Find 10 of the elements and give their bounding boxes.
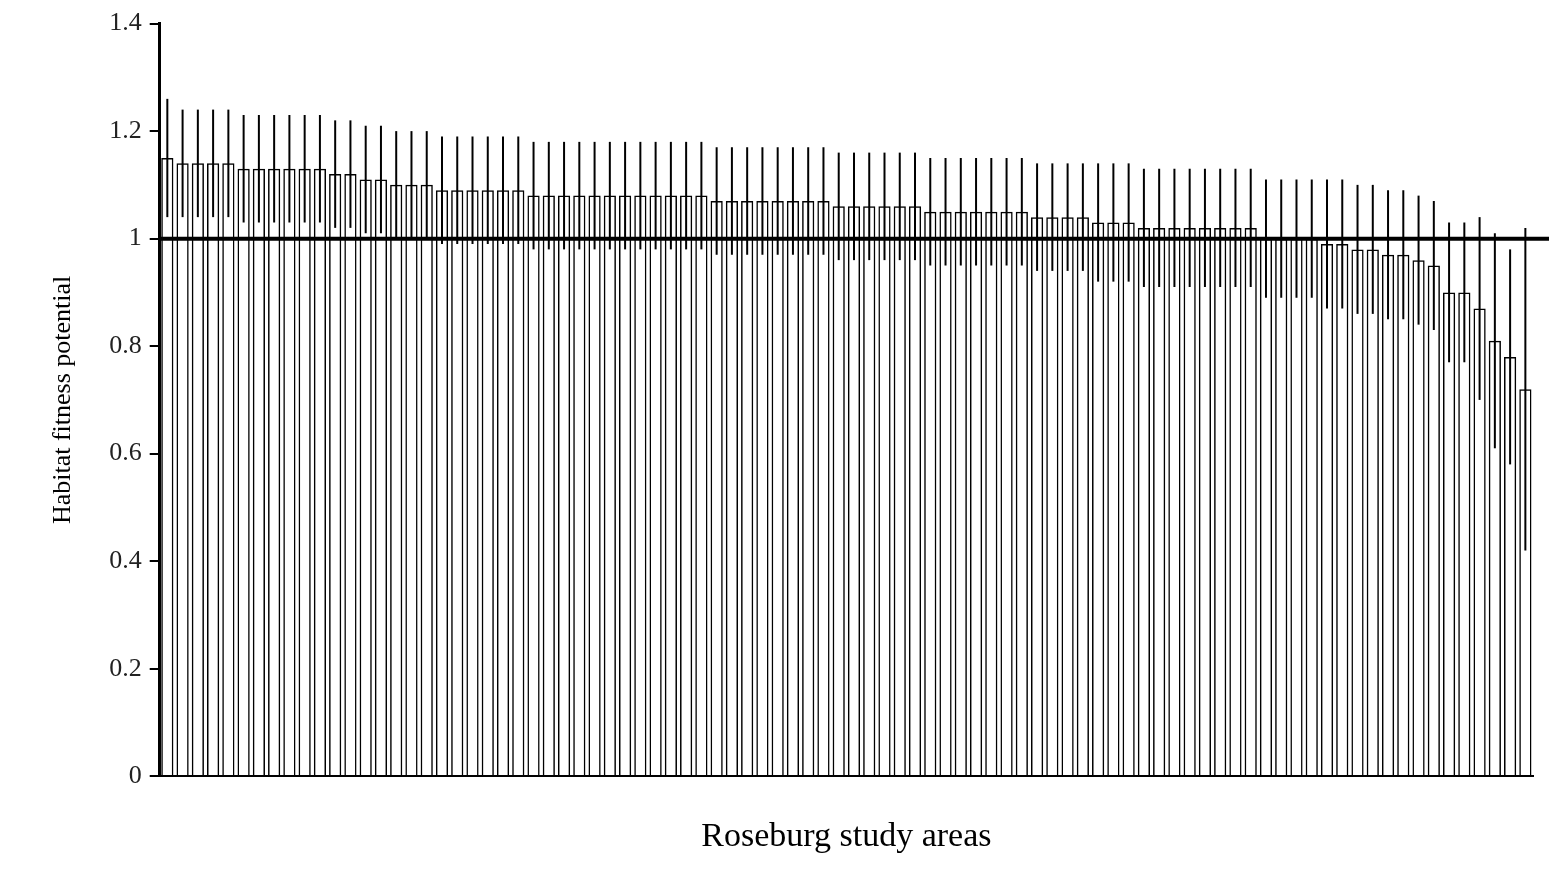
y-tick-label: 0 xyxy=(128,760,142,790)
x-axis-title: Roseburg study areas xyxy=(701,815,992,853)
y-tick-label: 1.4 xyxy=(109,7,142,37)
y-tick-label: 0.6 xyxy=(109,437,142,467)
y-tick-label: 0.8 xyxy=(109,329,142,359)
y-axis-title: Habitat fitness potential xyxy=(47,275,77,525)
y-tick-label: 1 xyxy=(128,222,142,252)
y-tick-label: 0.2 xyxy=(109,652,142,682)
y-tick-label: 1.2 xyxy=(109,114,142,144)
y-tick-label: 0.4 xyxy=(109,545,142,574)
